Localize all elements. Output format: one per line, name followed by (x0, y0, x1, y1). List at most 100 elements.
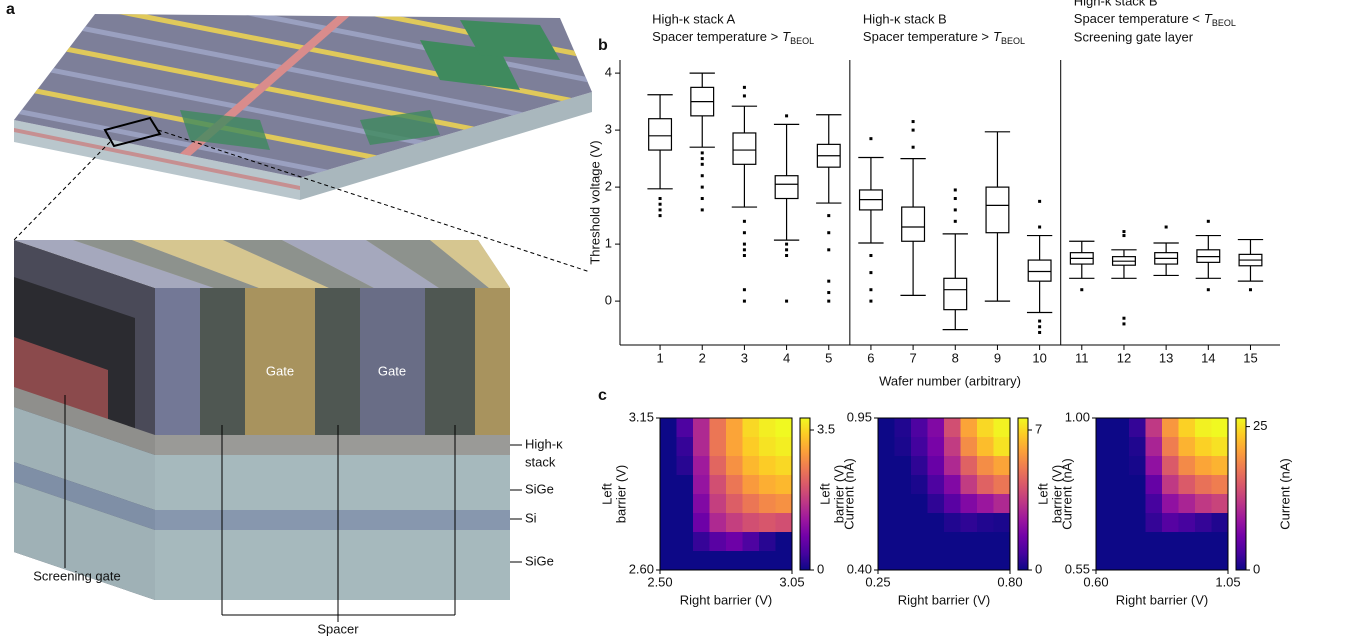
heatmap-cell (726, 513, 743, 533)
heatmap-cell (710, 475, 727, 495)
heatmap-cell (911, 418, 928, 438)
layer-label: stack (525, 454, 556, 469)
heatmap-cell (1113, 513, 1130, 533)
heatmap-cell (1129, 475, 1146, 495)
outlier (743, 94, 746, 97)
heatmap-cell (878, 494, 895, 514)
x-tick-label: 3.05 (779, 574, 804, 589)
heatmap-cell (1179, 456, 1196, 476)
heatmap-cell (1179, 494, 1196, 514)
heatmap-cell (759, 475, 776, 495)
heatmap-cell (677, 551, 694, 571)
gate-label: Gate (378, 363, 406, 378)
heatmap-cell (944, 437, 961, 457)
heatmap-cell (660, 418, 677, 438)
heatmap-cell (928, 513, 945, 533)
heatmap-cell (743, 532, 760, 552)
heatmap-cell (743, 551, 760, 571)
heatmap-cell (660, 551, 677, 571)
heatmap-cell (776, 418, 793, 438)
x-tick-label: 0.80 (997, 574, 1022, 589)
heatmap-cell (660, 437, 677, 457)
page: a (0, 0, 1367, 636)
heatmap-cell (961, 551, 978, 571)
heatmap-cell (677, 456, 694, 476)
heatmap-cell (693, 532, 710, 552)
outlier (827, 300, 830, 303)
group-note: Screening gate layer (1074, 29, 1194, 44)
x-tick-label: 0.25 (865, 574, 890, 589)
box (649, 119, 672, 150)
panel-letter: c (598, 387, 607, 404)
outlier (954, 188, 957, 191)
heatmap-cell (878, 551, 895, 571)
heatmap-cell (1162, 418, 1179, 438)
group-title: High-κ stack B (1074, 0, 1158, 8)
heatmap-cell (944, 532, 961, 552)
outlier (912, 129, 915, 132)
heatmap-cell (1129, 437, 1146, 457)
heatmap-cell (911, 437, 928, 457)
heatmap-cell (911, 551, 928, 571)
heatmap-cell (994, 513, 1011, 533)
screening-gate-label: Screening gate (33, 568, 120, 583)
gate-label: Gate (266, 363, 294, 378)
outlier (659, 214, 662, 217)
x-tick-label: 5 (825, 350, 832, 365)
outlier (743, 243, 746, 246)
y-tick-label: 0.95 (847, 409, 872, 424)
colorbar-tick-label: 0 (817, 561, 824, 576)
y-tick-label: 2.60 (629, 561, 654, 576)
heatmap-cell (1096, 551, 1113, 571)
outlier (743, 248, 746, 251)
heatmap-cell (743, 456, 760, 476)
heatmap-cell (726, 494, 743, 514)
heatmap-cell (994, 551, 1011, 571)
heatmap-cell (693, 475, 710, 495)
heatmap-cell (878, 513, 895, 533)
outlier (701, 208, 704, 211)
heatmap-cell (660, 532, 677, 552)
heatmap-cell (928, 437, 945, 457)
heatmap-cell (1179, 418, 1196, 438)
outlier (785, 243, 788, 246)
heatmap-cell (677, 513, 694, 533)
heatmap-cell (693, 437, 710, 457)
heatmap-cell (994, 494, 1011, 514)
heatmap-cell (1113, 475, 1130, 495)
heatmap-cell (895, 475, 912, 495)
heatmap-cell (1113, 456, 1130, 476)
outlier (1038, 200, 1041, 203)
heatmap-cell (776, 513, 793, 533)
heatmap-cell (1096, 418, 1113, 438)
heatmap-cell (1212, 437, 1229, 457)
x-tick-label: 15 (1243, 350, 1257, 365)
layer-label: Si (525, 510, 537, 525)
heatmap-cell (693, 551, 710, 571)
heatmap-cell (660, 456, 677, 476)
heatmap-cell (776, 551, 793, 571)
x-tick-label: 2.50 (647, 574, 672, 589)
outlier (743, 220, 746, 223)
x-tick-label: 4 (783, 350, 790, 365)
heatmap-cell (726, 551, 743, 571)
heatmap-cell (759, 551, 776, 571)
heatmap-cell (710, 418, 727, 438)
outlier (954, 197, 957, 200)
heatmap-cell (1212, 551, 1229, 571)
heatmap-cell (660, 475, 677, 495)
group-title: High-κ stack B (863, 11, 947, 26)
heatmap-cell (961, 475, 978, 495)
outlier (743, 231, 746, 234)
heatmap-cell (895, 437, 912, 457)
outlier (1249, 288, 1252, 291)
heatmap-cell (895, 513, 912, 533)
heatmap-cell (726, 437, 743, 457)
heatmap-cell (928, 475, 945, 495)
outlier (827, 231, 830, 234)
heatmap-cell (743, 513, 760, 533)
outlier (1207, 288, 1210, 291)
box (944, 278, 967, 309)
outlier (701, 197, 704, 200)
heatmap-cell (994, 437, 1011, 457)
